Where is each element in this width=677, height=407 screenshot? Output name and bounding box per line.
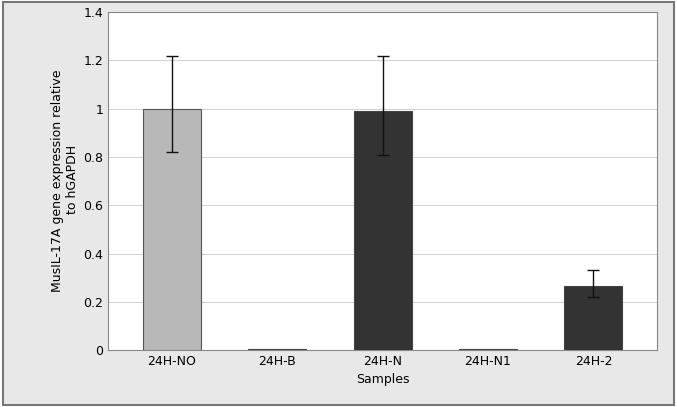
Bar	[143, 109, 200, 350]
Bar	[565, 286, 622, 350]
Bar	[459, 349, 517, 350]
Y-axis label: MusIL-17A gene expression relative
 to hGAPDH: MusIL-17A gene expression relative to hG…	[51, 70, 79, 292]
X-axis label: Samples: Samples	[355, 374, 410, 386]
Bar	[248, 349, 306, 350]
Bar	[353, 111, 412, 350]
